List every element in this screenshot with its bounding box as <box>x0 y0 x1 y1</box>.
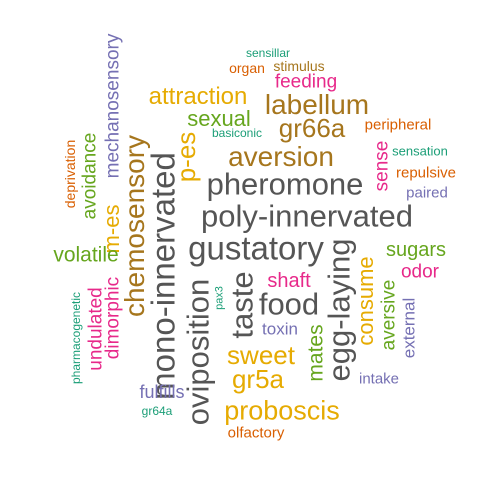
word-pharmacogenetic: pharmacogenetic <box>69 291 83 385</box>
word-sensation: sensation <box>392 143 448 159</box>
word-taste: taste <box>224 271 260 339</box>
word-proboscis: proboscis <box>224 395 340 426</box>
word-paired: paired <box>406 184 448 202</box>
word-egg-laying: egg-laying <box>321 238 357 382</box>
word-fulfills: fulfills <box>139 382 185 402</box>
word-gr5a: gr5a <box>231 364 285 394</box>
word-odor: odor <box>400 261 440 283</box>
word-food: food <box>258 286 320 322</box>
word-aversion: aversion <box>228 141 334 172</box>
word-sense: sense <box>371 140 393 192</box>
word-organ: organ <box>229 60 265 76</box>
word-oviposition: oviposition <box>180 278 216 426</box>
word-pheromone: pheromone <box>206 166 364 202</box>
word-poly-innervated: poly-innervated <box>201 198 413 234</box>
word-consume: consume <box>353 256 378 346</box>
word-gr66a: gr66a <box>278 113 346 143</box>
word-gr64a: gr64a <box>141 404 173 418</box>
word-labellum: labellum <box>264 89 370 120</box>
word-peripheral: peripheral <box>364 116 432 134</box>
word-sugars: sugars <box>385 239 447 261</box>
word-gustatory: gustatory <box>188 229 324 267</box>
word-repulsive: repulsive <box>395 164 457 182</box>
word-intake: intake <box>358 370 400 388</box>
word-toxin: toxin <box>262 319 298 339</box>
word-mono-innervated: mono-innervated <box>144 152 182 400</box>
word-feeding: feeding <box>274 71 338 93</box>
word-avoidance: avoidance <box>79 132 101 220</box>
word-dimorphic: dimorphic <box>102 276 124 360</box>
word-sweet: sweet <box>227 340 295 370</box>
word-shaft: shaft <box>267 270 311 292</box>
word-sexual: sexual <box>187 106 251 131</box>
word-aversive: aversive <box>378 279 400 351</box>
word-volatile: volatile <box>53 243 119 267</box>
word-basiconic: basiconic <box>211 126 263 140</box>
word-sensillar: sensillar <box>245 46 291 60</box>
word-external: external <box>399 297 419 359</box>
word-mates: mates <box>304 324 328 382</box>
word-deprivation: deprivation <box>62 139 78 209</box>
word-attraction: attraction <box>148 83 248 110</box>
word-olfactory: olfactory <box>227 424 285 442</box>
word-stimulus: stimulus <box>273 58 325 74</box>
